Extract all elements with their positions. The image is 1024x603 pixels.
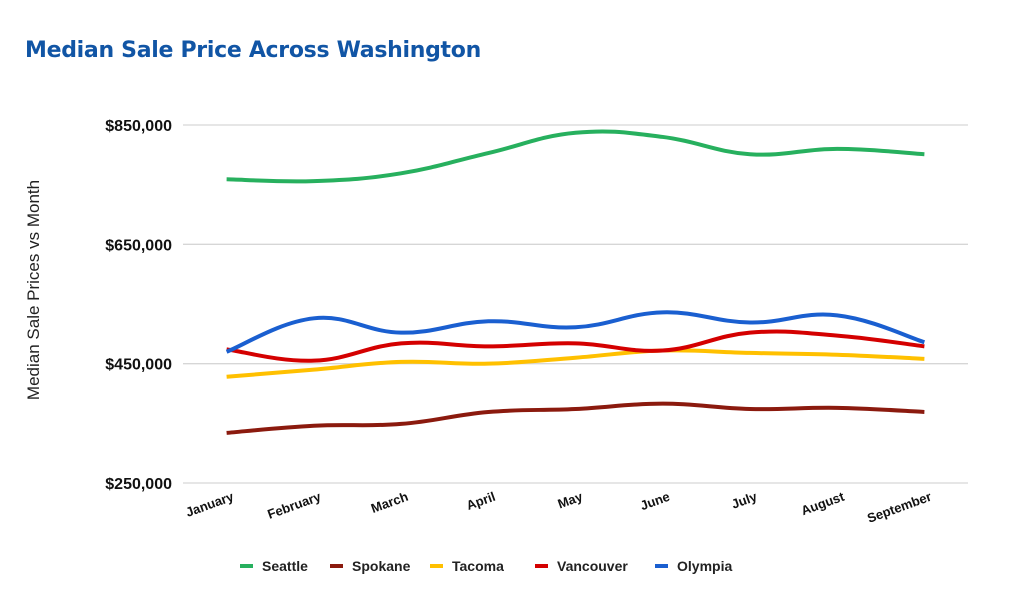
legend-item-tacoma[interactable]: Tacoma (430, 558, 504, 574)
legend-label: Spokane (352, 558, 411, 574)
legend-swatch (535, 564, 548, 568)
y-tick-label: $250,000 (105, 476, 172, 493)
series-line-seattle (226, 129, 925, 184)
legend-label: Olympia (677, 558, 732, 574)
legend-item-seattle[interactable]: Seattle (240, 558, 308, 574)
legend-item-spokane[interactable]: Spokane (330, 558, 411, 574)
series-lines (225, 129, 925, 435)
gridlines (183, 124, 968, 484)
y-axis-title: Median Sale Prices vs Month (24, 180, 43, 400)
y-tick-label: $850,000 (105, 118, 172, 135)
y-axis-ticks: $250,000 $450,000 $650,000 $850,000 (105, 118, 172, 493)
legend-label: Tacoma (452, 558, 504, 574)
legend: Seattle Spokane Tacoma Vancouver Olympia (240, 558, 732, 574)
legend-swatch (330, 564, 343, 568)
legend-swatch (240, 564, 253, 568)
x-tick-label: January (184, 488, 237, 519)
series-line-spokane (226, 401, 925, 435)
series-line-olympia (225, 310, 925, 354)
x-axis-ticks: January February March April May June July Augu… (184, 488, 934, 525)
x-tick-label: February (265, 488, 323, 521)
legend-item-olympia[interactable]: Olympia (655, 558, 732, 574)
legend-label: Seattle (262, 558, 308, 574)
legend-item-vancouver[interactable]: Vancouver (535, 558, 628, 574)
x-tick-label: May (556, 488, 586, 511)
y-tick-label: $450,000 (105, 357, 172, 374)
x-tick-label: March (369, 489, 410, 516)
chart-title: Median Sale Price Across Washington (25, 38, 481, 63)
x-tick-label: April (464, 489, 497, 513)
legend-label: Vancouver (557, 558, 628, 574)
x-tick-label: July (729, 488, 759, 511)
x-tick-label: June (638, 489, 672, 513)
legend-swatch (655, 564, 668, 568)
y-tick-label: $650,000 (105, 237, 172, 254)
x-tick-label: August (799, 488, 847, 518)
x-tick-label: September (865, 489, 933, 526)
legend-swatch (430, 564, 443, 568)
